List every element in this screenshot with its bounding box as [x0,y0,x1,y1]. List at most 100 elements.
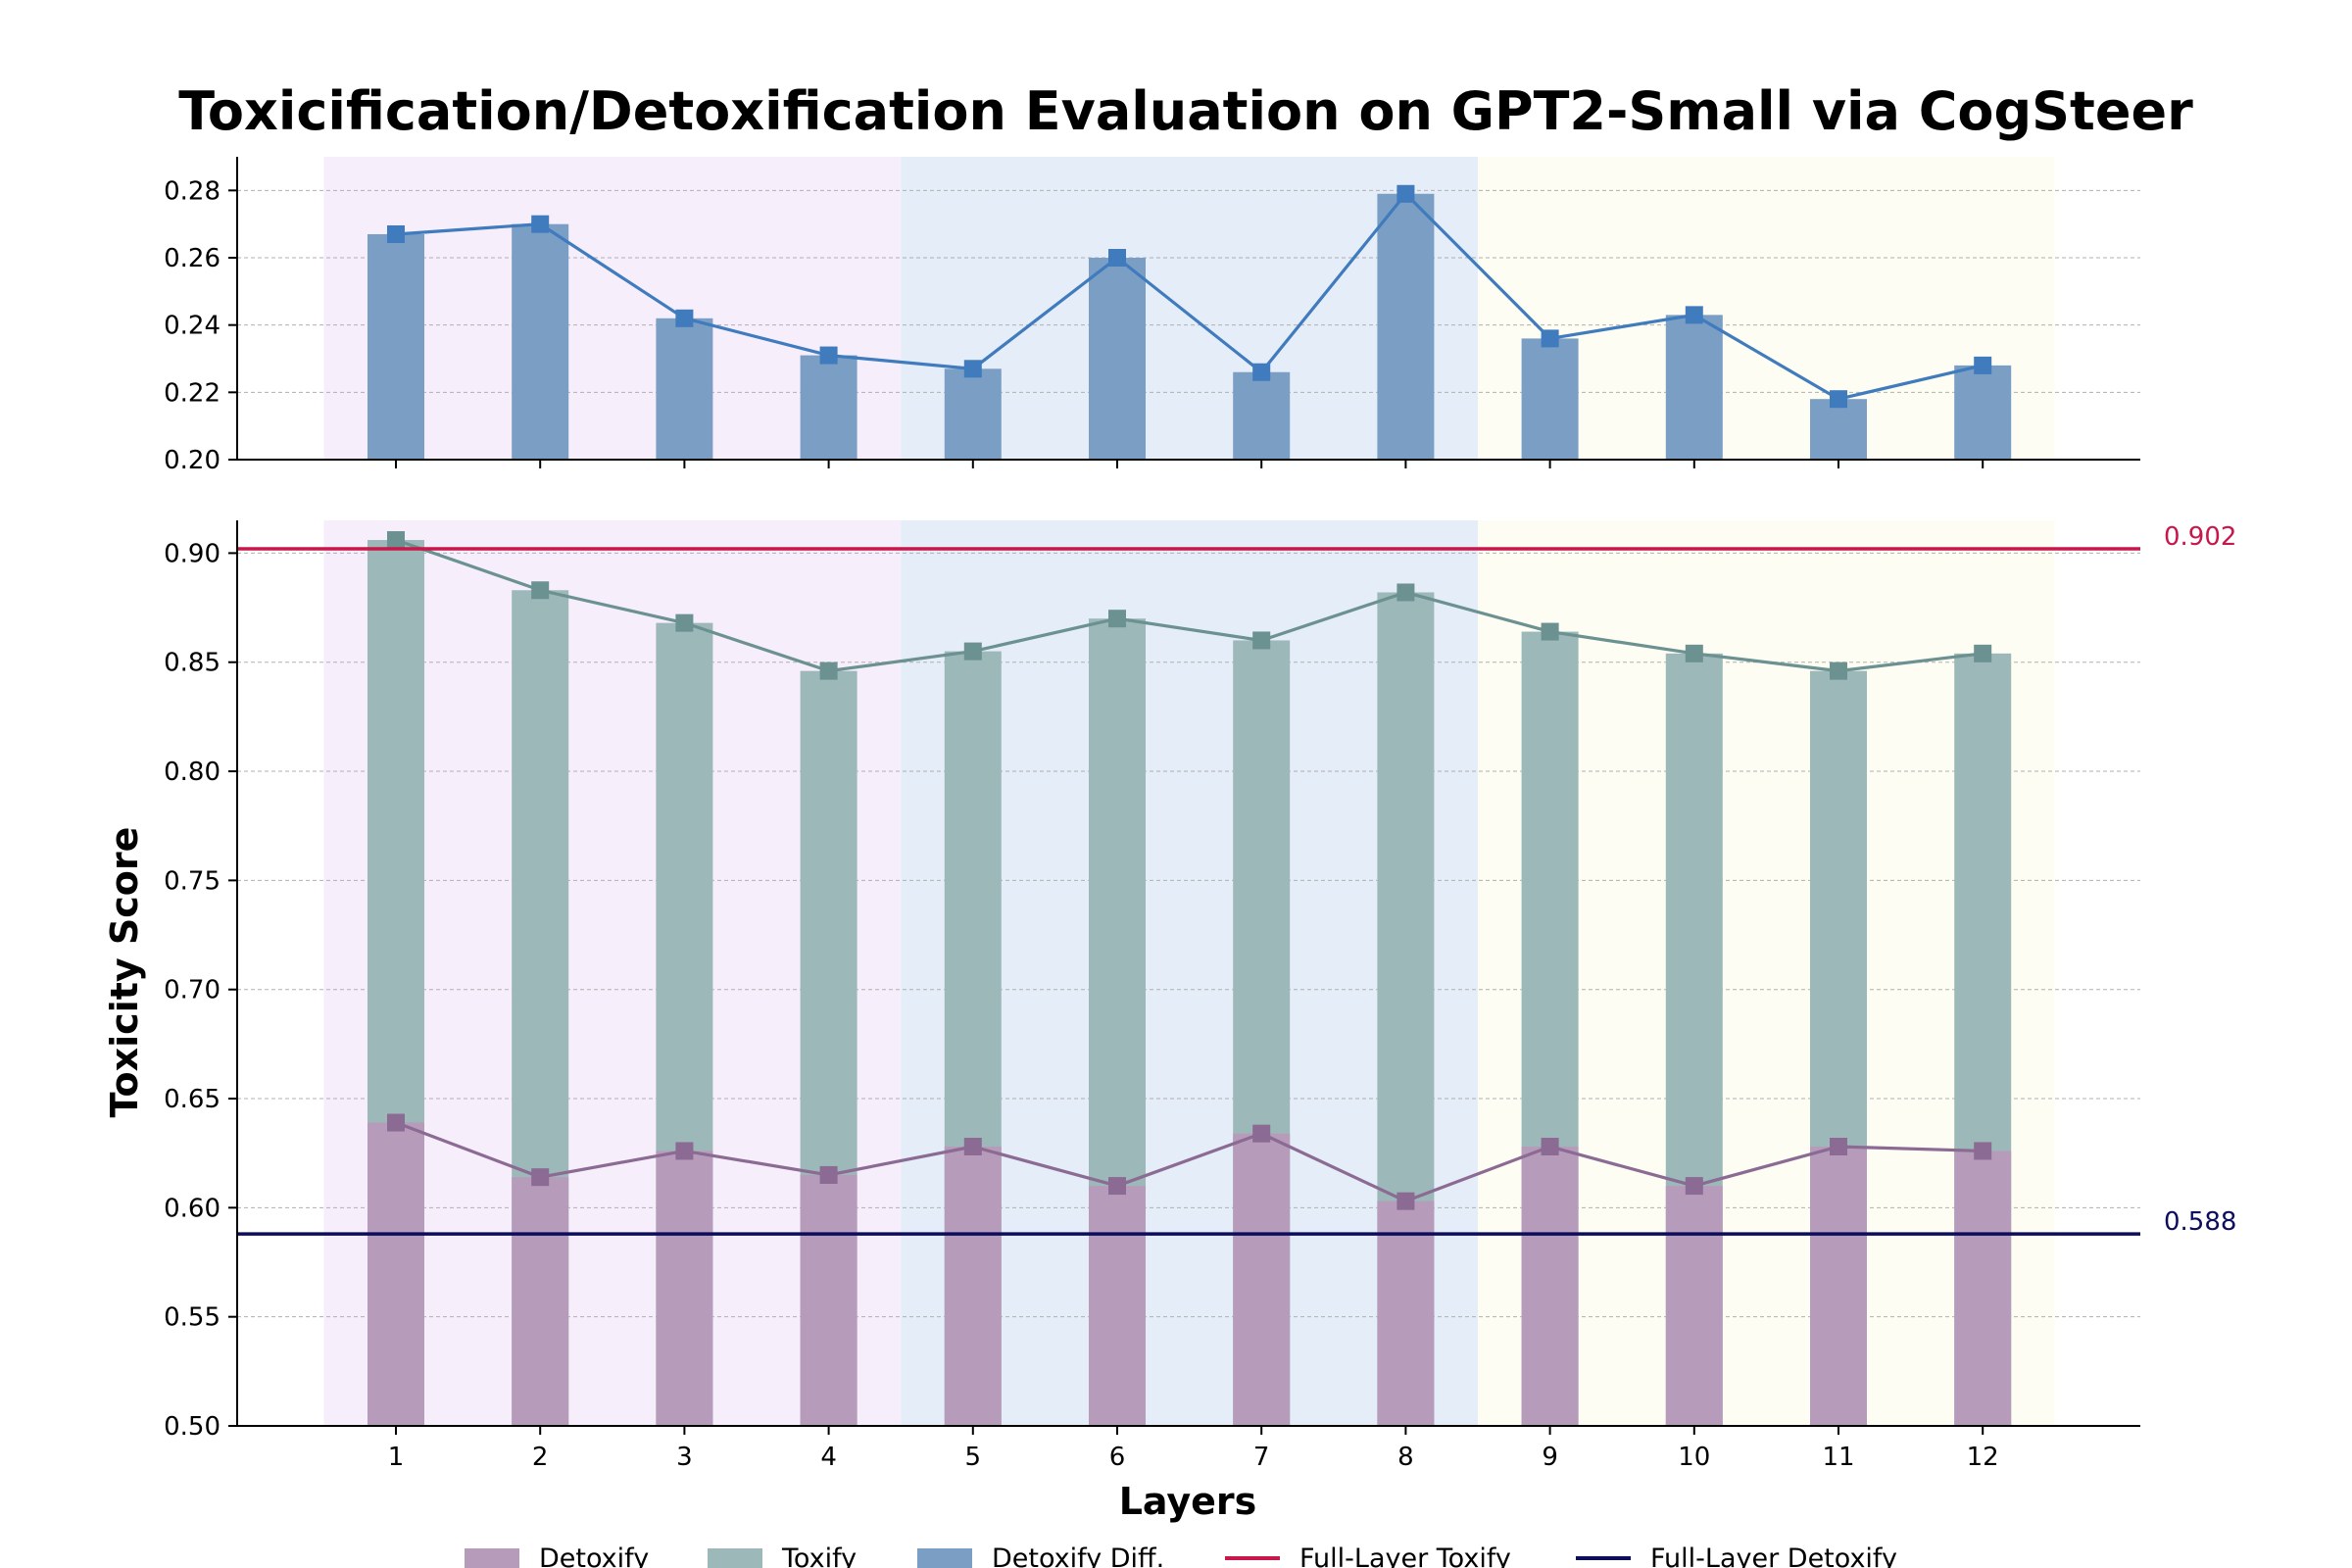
detoxify-diff-bar [1377,193,1435,460]
x-tick-label: 3 [676,1443,693,1472]
detoxify-bar [368,1122,424,1426]
detoxify-diff-bar [1521,338,1579,460]
chart-title: Toxicification/Detoxification Evaluation… [178,80,2193,142]
toxify-marker [819,662,838,680]
toxify-marker [675,613,694,632]
legend-swatch [465,1548,519,1568]
detoxify-marker [1974,1142,1992,1160]
legend-label: Full-Layer Detoxify [1650,1544,1897,1568]
detoxify-diff-line [395,191,1984,401]
detoxify-marker [1685,1177,1703,1196]
full-layer-detoxify-value-label: 0.588 [2164,1207,2236,1237]
detoxify-diff-bar [656,318,713,460]
detoxify-diff-bar [1089,258,1146,460]
y-tick-label: 0.75 [164,866,220,896]
legend-label: Detoxify [539,1544,649,1568]
detoxify-marker [1396,1192,1415,1210]
toxify-marker [1974,644,1992,662]
detoxify-marker [819,1165,838,1184]
legend-label: Full-Layer Toxify [1299,1544,1511,1568]
x-tick-label: 2 [532,1443,549,1472]
detoxify-diff-marker [1541,329,1559,348]
x-tick-label: 1 [388,1443,405,1472]
detoxify-bar [1233,1133,1291,1426]
y-tick-label: 0.85 [164,649,220,678]
y-tick-label: 0.55 [164,1303,220,1333]
detoxify-diff-bar [1810,399,1867,460]
y-tick-label: 0.20 [164,446,220,475]
y-axis-label: Toxicity Score [103,827,146,1118]
detoxify-marker [1541,1138,1559,1156]
detoxify-diff-bar [800,355,858,460]
x-tick-label: 12 [1967,1443,1999,1472]
detoxify-diff-marker [675,309,694,327]
detoxify-marker [1108,1177,1126,1196]
detoxify-line [395,1121,1984,1203]
x-tick-label: 9 [1542,1443,1558,1472]
toxify-marker [963,642,982,661]
y-tick-label: 0.22 [164,378,220,408]
top-panel: 0.20 0.22 0.24 0.26 0.28 [164,157,2140,475]
detoxify-marker [675,1142,694,1160]
detoxify-diff-bar [1233,371,1291,460]
legend: Detoxify Toxify Detoxify Diff. Full-Layer T… [465,1544,1897,1568]
y-tick-label: 0.70 [164,976,220,1005]
detoxify-bar [800,1174,858,1426]
toxify-marker [1252,631,1271,650]
toxify-marker [387,531,405,550]
toxify-marker [531,581,550,600]
legend-swatch [917,1548,972,1568]
x-tick-label: 4 [820,1443,837,1472]
detoxify-bar [656,1151,713,1426]
detoxify-bar [1954,1151,2012,1426]
full-layer-toxify-value-label: 0.902 [2164,522,2236,552]
legend-label: Toxify [781,1544,857,1568]
y-tick-label: 0.80 [164,758,220,787]
detoxify-diff-marker [531,215,550,233]
toxify-marker [1108,610,1126,628]
x-axis-label: Layers [1119,1480,1257,1523]
detoxify-diff-marker [1108,249,1126,267]
detoxify-diff-marker [1396,184,1415,203]
detoxify-diff-bar [368,233,424,460]
toxify-line [395,538,1984,673]
y-tick-label: 0.65 [164,1085,220,1114]
detoxify-marker [531,1168,550,1187]
x-tick-label: 10 [1678,1443,1710,1472]
y-tick-label: 0.24 [164,312,220,341]
detoxify-diff-marker [387,224,405,243]
toxify-marker [1396,583,1415,602]
x-tick-label: 5 [965,1443,982,1472]
detoxify-bar [1810,1147,1867,1426]
toxify-marker [1830,662,1847,680]
detoxify-bar [1521,1147,1579,1426]
detoxify-bar [944,1147,1002,1426]
legend-swatch [708,1548,762,1568]
detoxify-marker [1252,1124,1271,1143]
detoxify-marker [1830,1138,1847,1156]
x-tick-label: 6 [1109,1443,1126,1472]
detoxify-bar [1377,1200,1435,1426]
legend-label: Detoxify Diff. [992,1544,1164,1568]
detoxify-diff-marker [1252,363,1271,381]
detoxify-diff-marker [1830,390,1847,409]
detoxify-diff-marker [963,360,982,378]
detoxify-diff-marker [1974,356,1992,374]
toxify-marker [1685,644,1703,662]
detoxify-marker [963,1138,982,1156]
x-tick-label: 8 [1397,1443,1414,1472]
x-tick-label: 7 [1253,1443,1270,1472]
y-tick-label: 0.28 [164,176,220,206]
detoxify-diff-bar [1665,315,1723,460]
y-tick-label: 0.90 [164,539,220,568]
toxify-marker [1541,622,1559,641]
detoxify-diff-marker [819,346,838,365]
detoxify-diff-bar [512,223,569,460]
y-tick-label: 0.50 [164,1412,220,1442]
detoxify-diff-bar [944,368,1002,460]
detoxify-bar [1089,1186,1146,1426]
detoxify-diff-marker [1685,306,1703,324]
detoxify-marker [387,1113,405,1132]
x-tick-label: 11 [1822,1443,1854,1472]
